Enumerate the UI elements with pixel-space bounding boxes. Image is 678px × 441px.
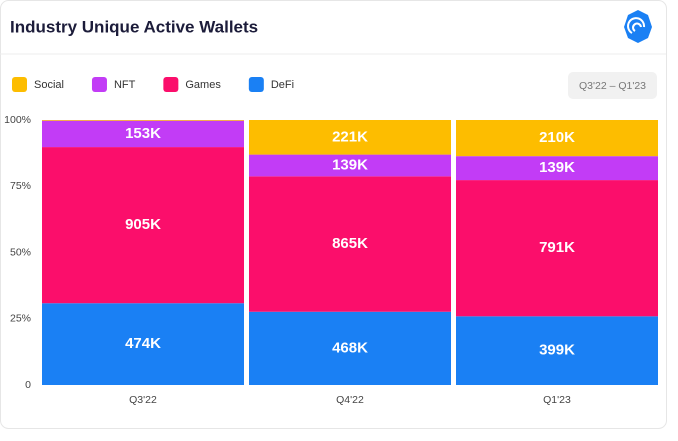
data-label: 865K [332,235,368,252]
legend-swatch [248,77,264,92]
logo [624,10,652,43]
bar-segment [456,156,658,181]
y-tick-label: 100% [4,114,31,126]
legend-label: Games [185,79,221,91]
x-tick-label: Q1'23 [543,394,571,406]
range-button[interactable] [568,72,657,99]
chart-title: Industry Unique Active Wallets [10,17,258,36]
x-tick-label: Q4'22 [336,394,364,406]
legend-swatch [12,77,27,92]
legend-label: NFT [114,79,136,91]
data-label: 139K [332,156,368,173]
bar-segment [249,176,451,312]
legend-swatch [91,77,107,92]
bar-segment [42,120,244,148]
data-label: 474K [125,335,161,352]
bar-segment [456,180,658,317]
bar-segment [249,154,451,177]
data-label: 221K [332,128,368,145]
bar-segment [249,120,451,155]
x-tick-label: Q3'22 [129,394,157,406]
range-button-label[interactable]: Q3'22 – Q1'23 [579,80,646,92]
bar-segment [456,316,658,385]
data-label: 139K [539,159,575,176]
data-label: 153K [125,125,161,142]
data-label: 905K [125,216,161,233]
legend-label: Social [34,79,64,91]
bar-segment [42,120,244,121]
bar-segment [42,303,244,385]
legend-swatch [163,77,179,92]
data-label: 210K [539,129,575,146]
data-label: 791K [539,239,575,256]
bar-segment [42,147,244,304]
data-label: 399K [539,342,575,359]
legend-label: DeFi [271,79,294,91]
y-tick-label: 75% [10,180,31,192]
y-tick-label: 25% [10,313,31,325]
bar-segment [456,120,658,157]
data-label: 468K [332,339,368,356]
y-tick-label: 0 [25,379,31,391]
bar-segment [249,311,451,385]
y-tick-label: 50% [10,246,31,258]
